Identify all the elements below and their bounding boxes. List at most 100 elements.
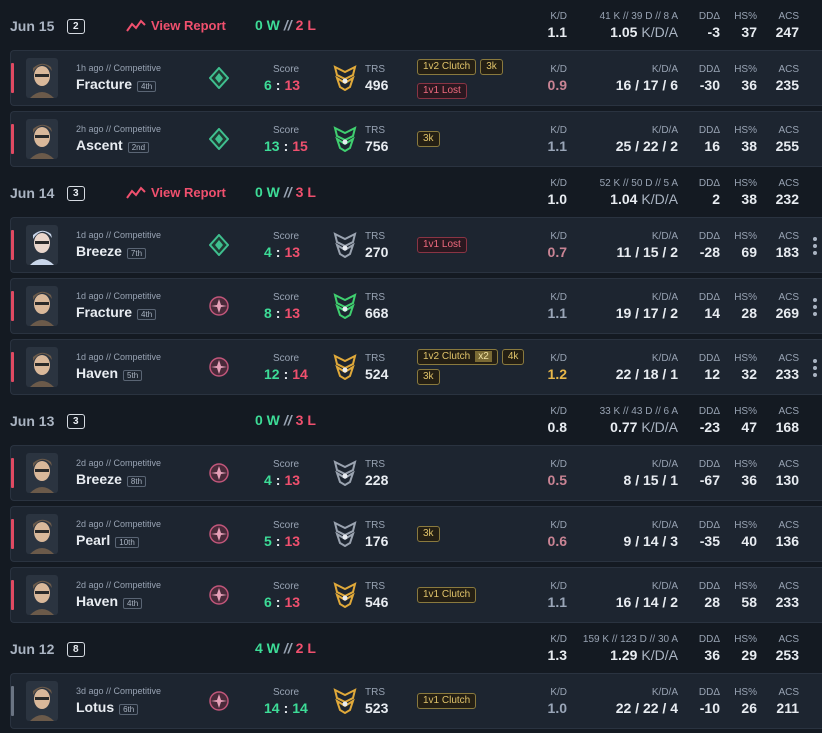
kda-unit: K/D/A (641, 419, 678, 435)
map: Fracture (76, 304, 133, 320)
score: 14:14 (264, 700, 308, 716)
team-score: 8 (264, 305, 272, 321)
acs-label: ACS (778, 687, 799, 698)
losses: 2 L (295, 17, 316, 33)
match-card[interactable]: 1d ago // Competitive Haven 5th Score 12:14 T… (10, 339, 822, 395)
match-card[interactable]: 3d ago // Competitive Lotus 6th Score 14:14 T… (10, 673, 822, 729)
kda-unit: K/D/A (641, 647, 678, 663)
kda-unit: K/D/A (641, 191, 678, 207)
trs-value: 270 (365, 244, 389, 260)
record-sep: // (283, 184, 292, 200)
score-label: Score (273, 353, 300, 364)
dd-value: 36 (704, 647, 720, 663)
badge-text: 3k (423, 528, 434, 539)
match-time: 2h ago // Competitive (76, 124, 162, 134)
badge-text: 3k (423, 133, 434, 144)
kda-ratio: 0.77 (610, 419, 638, 435)
more-menu[interactable] (813, 237, 817, 258)
day-record: 4 W//2 L (255, 640, 316, 656)
result-bar (11, 580, 14, 610)
kd-label: K/D (550, 64, 567, 75)
score: 8:13 (264, 305, 300, 321)
more-menu[interactable] (813, 359, 817, 380)
trs-value: 524 (365, 366, 389, 382)
more-menu[interactable] (813, 298, 817, 319)
badge-text: 1v1 Lost (423, 239, 461, 250)
dd-value: 12 (704, 366, 720, 382)
match-card[interactable]: 2d ago // Competitive Breeze 8th Score 4:13 T… (10, 445, 822, 501)
score-label: Score (273, 64, 300, 75)
wins: 0 W (255, 412, 280, 428)
hs-label: HS% (734, 231, 757, 242)
match-time: 3d ago // Competitive (76, 686, 162, 696)
day-date: Jun 13 (10, 413, 55, 429)
losses: 3 L (295, 184, 316, 200)
badge: 3k (417, 526, 440, 542)
result-bar (11, 519, 14, 549)
kd-value: 1.1 (547, 24, 567, 40)
dd-label: DDΔ (698, 687, 720, 698)
hs-value: 36 (741, 472, 757, 488)
map-name: Haven 5th (76, 365, 143, 381)
kd-label: K/D (550, 406, 567, 417)
team-score: 5 (264, 533, 272, 549)
hs-value: 38 (741, 138, 757, 154)
kd-value: 1.1 (547, 305, 567, 321)
kda-label: K/D/A (651, 231, 678, 242)
agent-avatar (26, 286, 58, 326)
hs-value: 32 (741, 366, 757, 382)
rank-icon (209, 67, 229, 89)
badge-text: 4k (507, 351, 519, 362)
trs-label: TRS (365, 125, 385, 136)
match-card[interactable]: 1d ago // Competitive Breeze 7th Score 4:13 T… (10, 217, 822, 273)
view-report[interactable]: View Report (151, 185, 226, 200)
dd-label: DDΔ (698, 64, 720, 75)
losses: 3 L (295, 412, 316, 428)
map-name: Haven 4th (76, 593, 143, 609)
badge: 1v2 Clutch (417, 59, 477, 75)
match-card[interactable]: 2h ago // Competitive Ascent 2nd Score 13:15… (10, 111, 822, 167)
result-bar (11, 124, 14, 154)
agent-avatar (26, 681, 58, 721)
match-card[interactable]: 1d ago // Competitive Fracture 4th Score 8:1… (10, 278, 822, 334)
score-sep: : (283, 366, 289, 382)
enemy-score: 13 (284, 533, 301, 549)
trs-value: 523 (365, 700, 389, 716)
match-card[interactable]: 1h ago // Competitive Fracture 4th Score 6:1… (10, 50, 822, 106)
acs-label: ACS (778, 459, 799, 470)
dd-label: DDΔ (698, 231, 720, 242)
acs-label: ACS (778, 292, 799, 303)
match-card[interactable]: 2d ago // Competitive Haven 4th Score 6:13 TR… (10, 567, 822, 623)
agent-avatar (26, 575, 58, 615)
dd-value: 28 (704, 594, 720, 610)
score-label: Score (273, 687, 300, 698)
trs-icon (333, 460, 357, 486)
rank-icon (209, 296, 229, 316)
acs-label: ACS (778, 11, 799, 22)
map: Breeze (76, 471, 122, 487)
badge-multiplier: x2 (475, 351, 492, 362)
score-sep: : (275, 533, 281, 549)
dd-value: 14 (704, 305, 720, 321)
day-count: 8 (67, 642, 85, 657)
acs-label: ACS (778, 64, 799, 75)
dd-label: DDΔ (698, 292, 720, 303)
kda-ratio: 1.05 (610, 24, 638, 40)
score-label: Score (273, 581, 300, 592)
view-report[interactable]: View Report (151, 18, 226, 33)
badge: 1v1 Clutch (417, 587, 477, 603)
day-header: Jun 14 3 View Report 0 W//3 L K/D 1.0 52 K // … (0, 172, 822, 214)
day-header: Jun 13 3 0 W//3 L K/D 0.8 33 K // 43 D // 6 A… (0, 400, 822, 442)
match-card[interactable]: 2d ago // Competitive Pearl 10th Score 5:13 T… (10, 506, 822, 562)
badge-text: 1v1 Lost (423, 85, 461, 96)
kd-label: K/D (550, 292, 567, 303)
enemy-score: 13 (284, 244, 301, 260)
kd-value: 1.0 (547, 191, 567, 207)
score-sep: : (283, 138, 289, 154)
badges: 3k (417, 526, 532, 542)
hs-label: HS% (734, 125, 757, 136)
trs-value: 496 (365, 77, 389, 93)
day-count: 3 (67, 186, 85, 201)
dd-label: DDΔ (698, 11, 720, 22)
kda-value: 22 / 22 / 4 (615, 700, 678, 716)
